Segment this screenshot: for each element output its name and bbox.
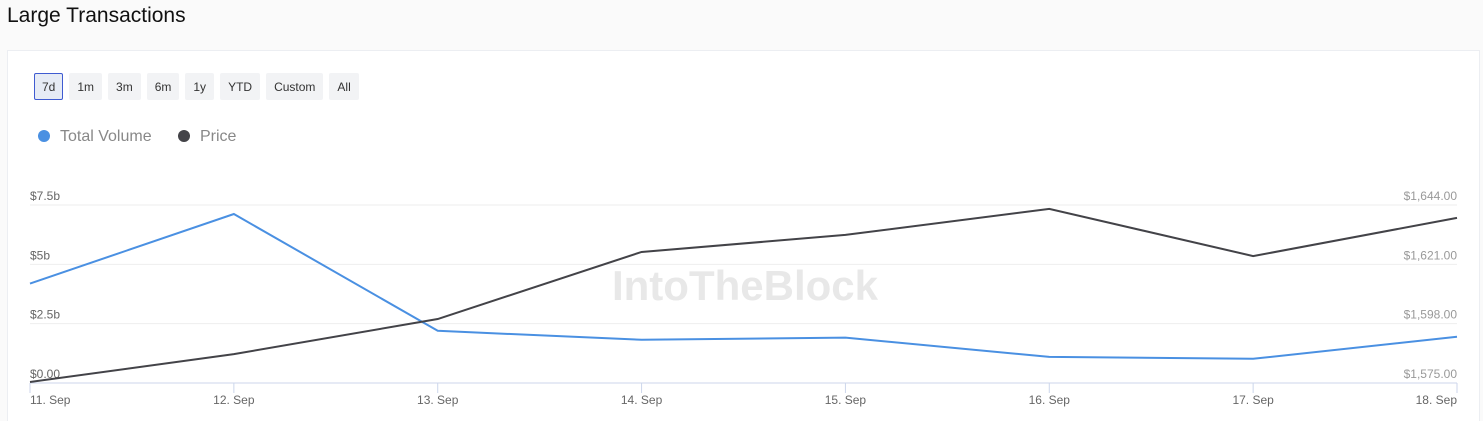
range-button[interactable]: Custom <box>266 73 324 100</box>
series-line <box>29 212 1458 360</box>
x-tick-label: 17. Sep <box>1232 393 1274 407</box>
y-tick-label: $7.5b <box>30 189 60 203</box>
range-button[interactable]: 7d <box>34 73 64 100</box>
range-button[interactable]: 3m <box>108 73 141 100</box>
legend-label: Total Volume <box>60 128 152 145</box>
y-tick-label: $0.00 <box>30 367 60 381</box>
y2-tick-label: $1,644.00 <box>1404 189 1458 203</box>
series-line <box>29 207 1458 383</box>
range-buttons: 7d 1m 3m 6m 1y YTD Custom All <box>34 73 359 100</box>
legend-label: Price <box>200 128 237 145</box>
y-tick-label: $5b <box>30 248 50 262</box>
range-button[interactable]: 6m <box>146 73 180 100</box>
legend-marker <box>38 130 50 142</box>
watermark: IntoTheBlock <box>612 262 879 309</box>
range-button[interactable]: YTD <box>220 73 261 100</box>
page-title: Large Transactions <box>7 4 186 27</box>
x-tick-label: 14. Sep <box>621 393 663 407</box>
range-button[interactable]: 1y <box>185 73 215 100</box>
range-button[interactable]: 1m <box>69 73 103 100</box>
range-button[interactable]: All <box>329 73 359 100</box>
x-tick-label: 15. Sep <box>825 393 867 407</box>
y2-tick-label: $1,621.00 <box>1404 248 1458 262</box>
y2-tick-label: $1,575.00 <box>1404 367 1458 381</box>
x-tick-label: 13. Sep <box>417 393 459 407</box>
legend-marker <box>178 130 190 142</box>
x-tick-label: 16. Sep <box>1029 393 1071 407</box>
x-tick-label: 11. Sep <box>30 393 71 407</box>
x-tick-label: 18. Sep <box>1416 393 1458 407</box>
y2-tick-label: $1,598.00 <box>1404 308 1458 322</box>
x-tick-label: 12. Sep <box>213 393 255 407</box>
y-tick-label: $2.5b <box>30 308 60 322</box>
